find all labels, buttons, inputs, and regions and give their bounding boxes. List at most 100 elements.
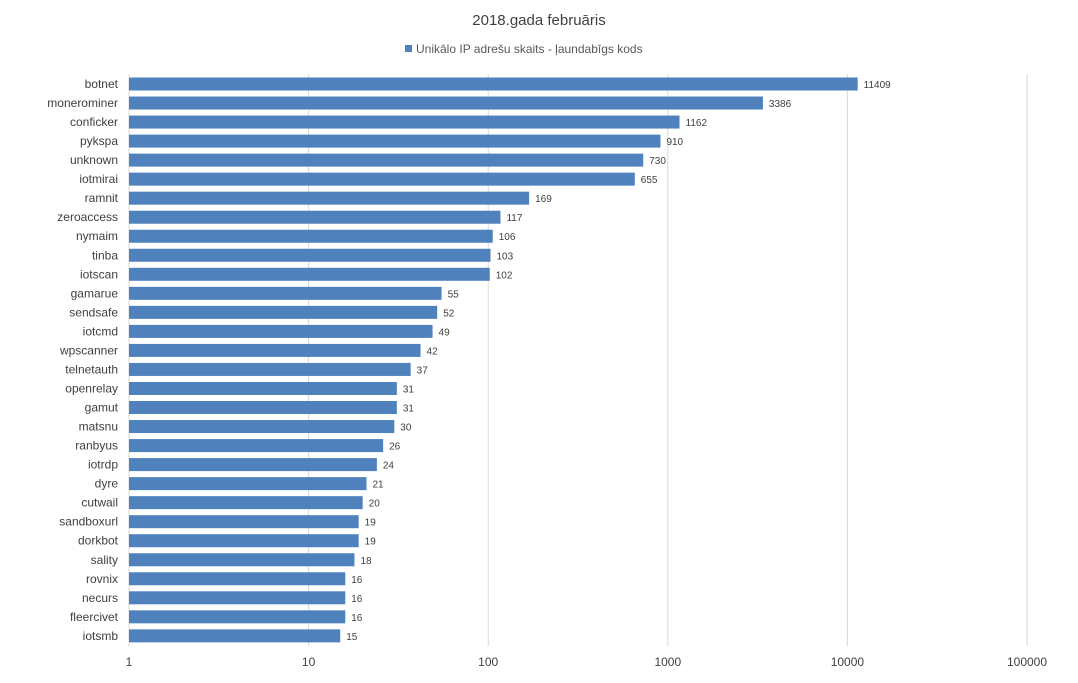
bar <box>129 305 438 319</box>
bars <box>129 77 858 643</box>
category-label: dyre <box>95 477 119 491</box>
data-label: 49 <box>439 327 451 338</box>
bar <box>129 381 397 395</box>
data-label: 20 <box>369 499 381 510</box>
category-label: unknown <box>70 153 118 167</box>
bar <box>129 401 397 415</box>
legend-label: Unikālo IP adrešu skaits - ļaundabīgs ko… <box>416 42 643 56</box>
category-label: sality <box>91 553 118 567</box>
bar <box>129 610 346 624</box>
category-label: iotsmb <box>83 629 119 643</box>
x-tick-label: 100 <box>478 655 498 669</box>
data-label: 31 <box>403 384 415 395</box>
bar <box>129 153 644 167</box>
bar <box>129 629 341 643</box>
category-label: iotmirai <box>79 172 118 186</box>
legend-swatch <box>405 45 412 52</box>
category-label: openrelay <box>65 381 118 395</box>
data-label: 3386 <box>769 99 792 110</box>
category-label: matsnu <box>79 420 118 434</box>
category-label: cutwail <box>81 496 118 510</box>
data-label: 102 <box>496 270 513 281</box>
data-label: 24 <box>383 461 395 472</box>
category-label: fleercivet <box>70 610 119 624</box>
category-label: iotrdp <box>88 458 118 472</box>
data-label: 37 <box>417 365 429 376</box>
bar <box>129 286 442 300</box>
x-axis-tick-labels: 1 10 100 1000 10000 100000 <box>126 655 1048 669</box>
bar <box>129 267 490 281</box>
data-label: 910 <box>666 137 683 148</box>
data-label: 106 <box>499 232 516 243</box>
x-tick-label: 100000 <box>1007 655 1047 669</box>
bar <box>129 96 763 110</box>
data-label: 16 <box>351 613 363 624</box>
bar <box>129 553 355 567</box>
category-label: gamarue <box>71 286 119 300</box>
data-label: 42 <box>427 346 439 357</box>
category-labels: botnet monerominer conficker pykspa unknown i… <box>47 77 118 643</box>
category-label: dorkbot <box>78 534 119 548</box>
x-tick-label: 1000 <box>654 655 681 669</box>
data-label: 103 <box>497 251 514 262</box>
data-label: 16 <box>351 594 363 605</box>
category-label: nymaim <box>76 229 118 243</box>
data-label: 15 <box>346 632 358 643</box>
data-label: 1162 <box>686 118 708 129</box>
bar <box>129 210 501 224</box>
category-label: iotcmd <box>83 324 118 338</box>
bar <box>129 191 530 205</box>
data-label: 16 <box>351 575 363 586</box>
x-tick-label: 1 <box>126 655 133 669</box>
data-label: 31 <box>403 404 415 415</box>
data-label: 11409 <box>864 80 892 91</box>
category-label: necurs <box>82 591 118 605</box>
data-label: 26 <box>389 442 401 453</box>
bar <box>129 248 491 262</box>
bar <box>129 134 661 148</box>
bar <box>129 77 858 91</box>
category-label: ranbyus <box>75 439 118 453</box>
category-label: iotscan <box>80 267 118 281</box>
category-label: rovnix <box>86 572 118 586</box>
bar <box>129 515 359 529</box>
category-label: tinba <box>92 248 118 262</box>
data-label: 117 <box>506 213 522 224</box>
data-label: 169 <box>535 194 552 205</box>
category-label: ramnit <box>85 191 119 205</box>
data-label: 52 <box>443 308 455 319</box>
legend: Unikālo IP adrešu skaits - ļaundabīgs ko… <box>405 42 643 56</box>
bar <box>129 591 346 605</box>
category-label: gamut <box>85 401 119 415</box>
bar <box>129 229 493 243</box>
bar <box>129 420 395 434</box>
bar <box>129 477 367 491</box>
gridlines <box>128 74 1028 646</box>
data-label: 19 <box>365 537 377 548</box>
category-label: monerominer <box>47 96 118 110</box>
category-label: wpscanner <box>59 343 118 357</box>
bar <box>129 115 680 129</box>
x-tick-label: 10000 <box>831 655 865 669</box>
chart-title: 2018.gada februāris <box>472 12 605 29</box>
category-label: telnetauth <box>65 362 118 376</box>
data-label: 21 <box>372 480 384 491</box>
bar <box>129 572 346 586</box>
data-label: 55 <box>448 289 460 300</box>
data-label: 730 <box>649 156 666 167</box>
data-label: 30 <box>400 423 412 434</box>
bar <box>129 439 384 453</box>
category-label: zeroaccess <box>57 210 118 224</box>
bar <box>129 343 421 357</box>
data-label: 655 <box>641 175 658 186</box>
bar <box>129 324 433 338</box>
x-tick-label: 10 <box>302 655 316 669</box>
bar <box>129 496 363 510</box>
category-label: sandboxurl <box>59 515 118 529</box>
bar <box>129 362 411 376</box>
bar <box>129 534 359 548</box>
data-label: 18 <box>360 556 372 567</box>
category-label: conficker <box>70 115 118 129</box>
bar <box>129 458 377 472</box>
